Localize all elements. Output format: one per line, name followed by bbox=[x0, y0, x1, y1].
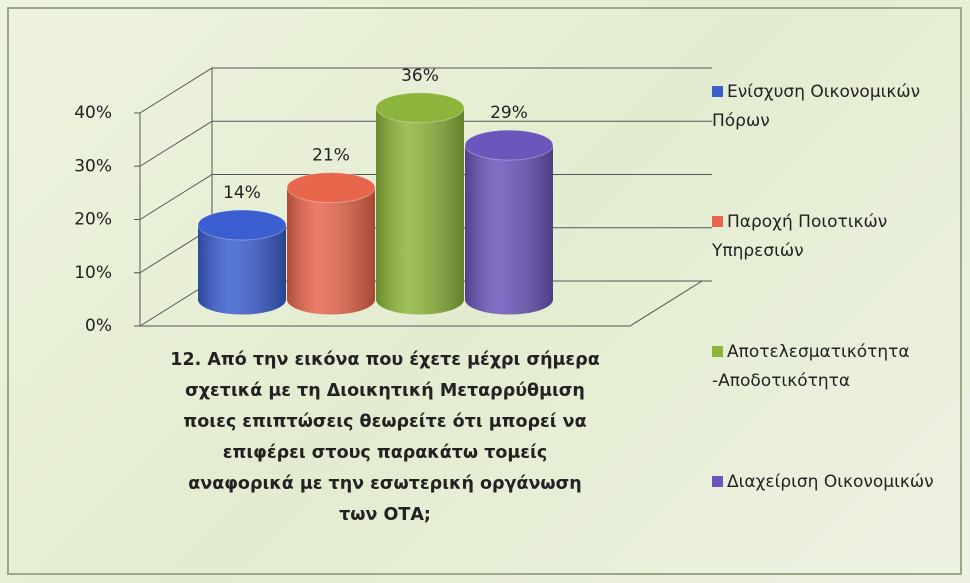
bar-shade bbox=[465, 145, 553, 315]
legend-label: Παροχή Ποιοτικών Υπηρεσιών bbox=[712, 212, 888, 261]
legend-label: Ενίσχυση Οικονομικών Πόρων bbox=[712, 82, 921, 131]
y-tick-label: 10% bbox=[74, 263, 112, 283]
legend-swatch bbox=[712, 476, 723, 487]
legend-entry: Ενίσχυση Οικονομικών Πόρων bbox=[712, 78, 962, 136]
value-label: 29% bbox=[490, 103, 528, 123]
value-label: 21% bbox=[312, 146, 350, 166]
value-label: 14% bbox=[223, 183, 261, 203]
legend-swatch bbox=[712, 216, 723, 227]
y-tick-label: 0% bbox=[85, 316, 112, 336]
bar-shade bbox=[376, 107, 465, 315]
frame bbox=[7, 7, 962, 575]
grid-line bbox=[139, 67, 712, 114]
y-tick-label: 30% bbox=[74, 156, 112, 176]
bar-shade bbox=[287, 187, 376, 315]
value-label: 36% bbox=[401, 66, 439, 86]
y-tick-label: 20% bbox=[74, 210, 112, 230]
legend-swatch bbox=[712, 346, 723, 357]
bar-top bbox=[286, 172, 376, 204]
bar-top bbox=[197, 209, 287, 241]
legend-label: Διαχείριση Οικονομικών bbox=[727, 472, 934, 492]
bar-top bbox=[464, 129, 554, 161]
grid-line bbox=[139, 120, 712, 167]
bar-top bbox=[375, 92, 465, 124]
chart-title: 12. Από την εικόνα που έχετε μέχρι σήμερ… bbox=[170, 350, 600, 525]
legend-swatch bbox=[712, 86, 723, 97]
legend-entry: Αποτελεσματικότητα -Αποδοτικότητα bbox=[712, 338, 962, 396]
legend-entry: Διαχείριση Οικονομικών bbox=[712, 468, 962, 497]
bar-shade bbox=[198, 224, 286, 315]
y-tick-label: 40% bbox=[74, 103, 112, 123]
legend-entry: Παροχή Ποιοτικών Υπηρεσιών bbox=[712, 208, 962, 266]
legend-label: Αποτελεσματικότητα -Αποδοτικότητα bbox=[712, 342, 910, 391]
